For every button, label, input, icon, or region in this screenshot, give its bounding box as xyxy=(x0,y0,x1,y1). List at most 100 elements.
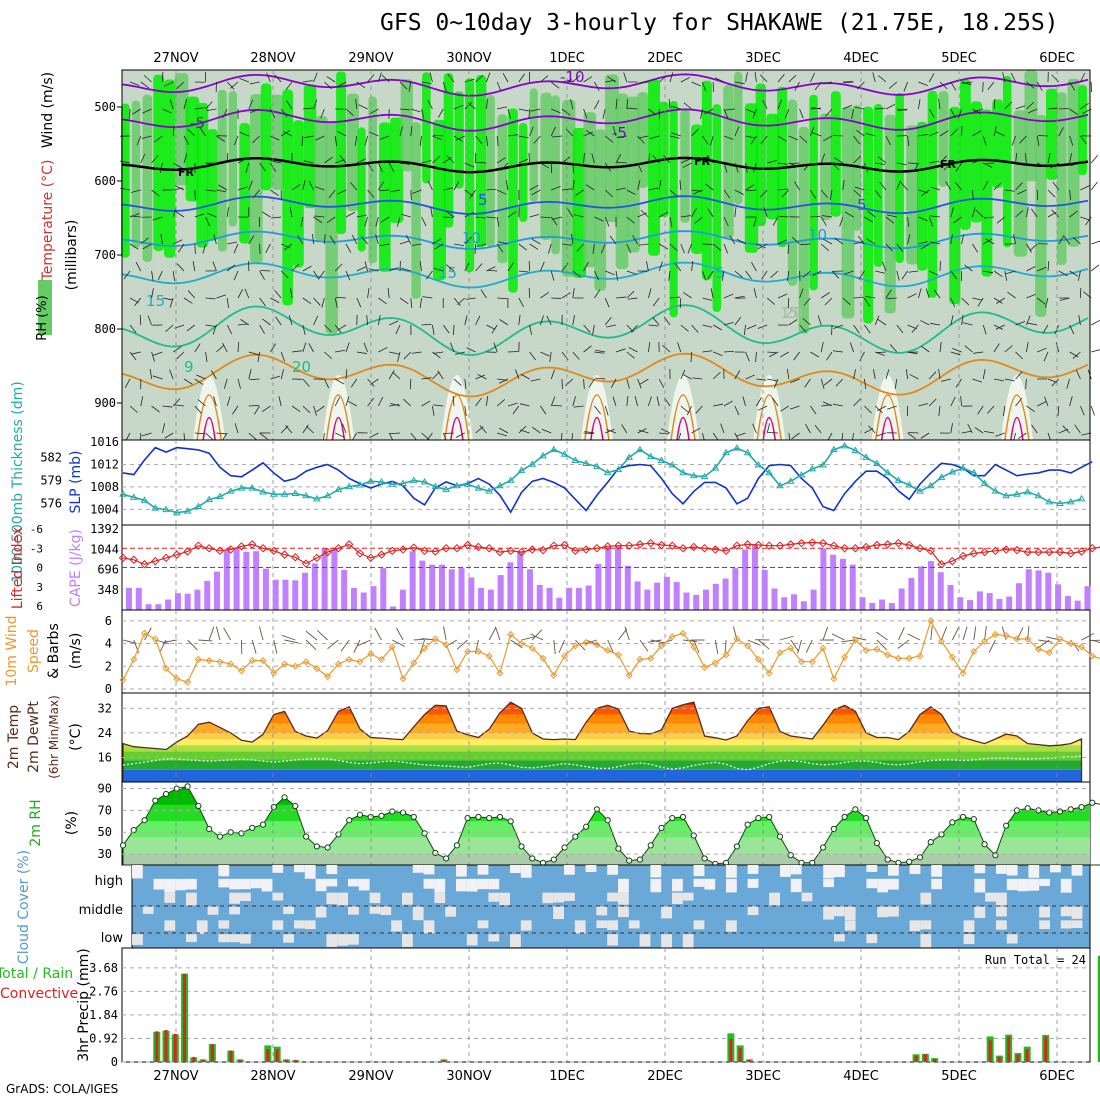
cape-bar xyxy=(302,572,309,610)
wind-barb xyxy=(814,81,822,91)
wind-barb xyxy=(1051,74,1060,83)
wind-barb xyxy=(410,108,421,113)
cloud-clear-cell xyxy=(510,934,521,948)
wind-barb xyxy=(474,243,476,255)
li-point xyxy=(355,549,365,558)
wind-barb xyxy=(572,288,575,299)
wind-barb xyxy=(345,270,351,281)
rh-point xyxy=(733,843,740,850)
wind-barb xyxy=(1019,135,1027,144)
wind-barb xyxy=(615,270,619,281)
wind-speed-point xyxy=(948,653,956,661)
cape-bar xyxy=(1045,572,1052,610)
wind-barb xyxy=(874,405,883,414)
run-total-label: Run Total = 24 xyxy=(985,953,1086,967)
wind-barb xyxy=(358,104,368,110)
wind-barb xyxy=(817,315,822,326)
wind-barb xyxy=(141,432,152,437)
wind-barb xyxy=(875,351,887,354)
wind-barb xyxy=(469,189,476,199)
cloud-clear-cell xyxy=(1006,865,1018,876)
wind-barb xyxy=(427,99,433,110)
rh-point xyxy=(959,813,967,821)
wind-barb xyxy=(983,270,994,274)
cloud-clear-cell xyxy=(380,906,392,916)
pressure-tick: 700 xyxy=(94,248,116,262)
wind-barb xyxy=(789,162,800,165)
date-label-top: 3DEC xyxy=(745,51,781,66)
wind-barb xyxy=(864,405,872,414)
li-point xyxy=(1066,549,1076,558)
li-point xyxy=(183,547,192,556)
wind-speed-point xyxy=(216,658,224,666)
thickness-point xyxy=(151,504,160,511)
wind-barb xyxy=(707,208,714,218)
wind-barb xyxy=(1037,162,1047,168)
wind-barb xyxy=(164,432,174,439)
wind-barb xyxy=(507,262,514,272)
wind-barb xyxy=(206,108,217,112)
wind-barb xyxy=(486,396,489,407)
wind-barb xyxy=(302,324,306,335)
wind-barb xyxy=(345,369,348,380)
wind-speed-point xyxy=(722,651,730,659)
rh-area xyxy=(594,129,607,291)
cape-tick: 1392 xyxy=(90,522,119,536)
cloud-clear-cell xyxy=(607,892,618,902)
wind-barb xyxy=(335,159,345,164)
wind-barb xyxy=(226,324,233,335)
cape-bar xyxy=(145,604,152,610)
wind-barb xyxy=(173,187,184,191)
wind-barb xyxy=(178,243,185,253)
rh-area xyxy=(400,79,413,172)
wind-barb xyxy=(446,264,455,272)
cape-bar xyxy=(595,564,602,610)
wind-barb xyxy=(930,186,941,191)
wind-axis-label: Wind (m/s) xyxy=(40,72,56,148)
wind-barb xyxy=(714,639,719,654)
wind-barb xyxy=(337,130,347,137)
wind-barb xyxy=(389,432,401,435)
wind-barb xyxy=(303,135,314,139)
wind-barb xyxy=(252,189,260,198)
isotherm-25 xyxy=(670,394,696,441)
wind-barb xyxy=(215,626,221,641)
wind-barb xyxy=(1027,108,1038,114)
thickness-point xyxy=(226,487,235,494)
precip-convective-bar xyxy=(294,1059,298,1062)
li-point xyxy=(872,540,882,550)
wind-barb xyxy=(820,378,825,389)
wind-barb xyxy=(742,396,746,407)
wind-speed-point xyxy=(453,666,461,674)
wind-barb xyxy=(367,288,370,299)
wind-barb xyxy=(259,162,266,172)
wind-barb xyxy=(822,215,833,218)
wind-barb xyxy=(799,108,804,119)
wind-barb xyxy=(984,430,995,434)
wind-barb xyxy=(1007,291,1016,299)
li-point xyxy=(452,544,462,553)
wind-barb xyxy=(1003,405,1006,416)
wind-barb xyxy=(129,405,138,413)
temp-band xyxy=(123,760,1082,770)
cloud-clear-cell xyxy=(315,906,327,918)
wind-barb xyxy=(464,101,473,110)
wind-speed-point xyxy=(1045,649,1053,657)
wind-barb xyxy=(820,342,824,353)
wind-barb xyxy=(151,288,154,299)
wind-barb xyxy=(1037,639,1050,649)
wind-barb xyxy=(842,104,853,110)
cape-bar xyxy=(820,548,827,610)
cloud-clear-cell xyxy=(996,906,1007,917)
cape-bar xyxy=(429,564,436,610)
rh-area xyxy=(260,83,272,191)
wind-barb xyxy=(144,627,152,641)
wind-barb xyxy=(616,135,627,138)
cape-bar xyxy=(986,593,993,610)
temp-axis-label-3: (6hr Min/Max) xyxy=(47,695,61,779)
wind-barb xyxy=(753,216,757,227)
wind-speed-point xyxy=(1077,643,1086,651)
wind-barb xyxy=(176,351,185,360)
wind-speed-point xyxy=(1002,632,1010,640)
cloud-clear-cell xyxy=(326,934,338,947)
